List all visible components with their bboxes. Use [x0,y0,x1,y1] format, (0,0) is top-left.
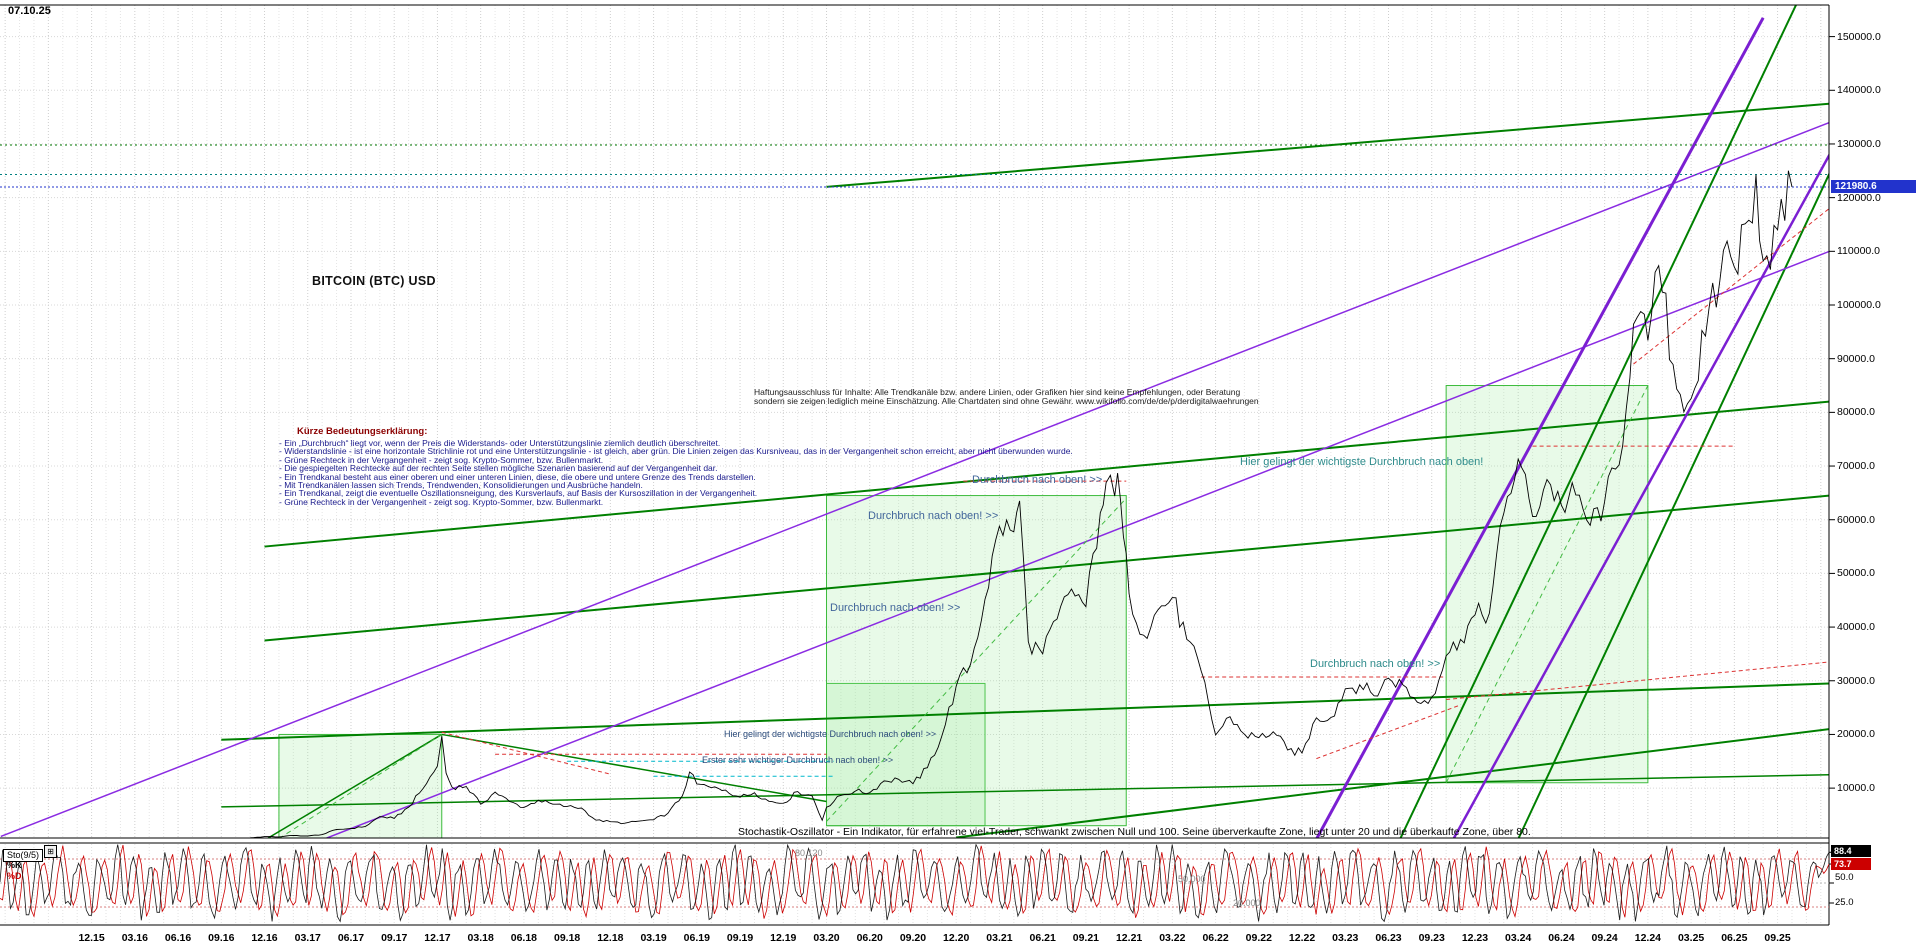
x-axis-label: 03.17 [294,932,321,944]
stoch-d-label: %D [7,871,22,881]
oscillator-inline-label: 20.000 [1233,898,1261,908]
chart-annotation: Durchbruch nach oben! >> [972,474,1103,486]
legend-explanation-title: Kürze Bedeutungserklärung: [297,426,428,437]
legend-explanation-lines: - Ein „Durchbruch“ liegt vor, wenn der P… [279,438,1073,507]
x-axis-label: 03.18 [467,932,494,944]
chart-annotation: Hier gelingt der wichtigste Durchbruch n… [1240,456,1484,468]
x-axis-label: 12.21 [1115,932,1143,944]
x-axis-label: 06.24 [1548,932,1575,944]
oscillator-legend: Sto(9/5) ⊞ [3,845,58,863]
disclaimer-line-1: Haftungsausschluss für Inhalte: Alle Tre… [754,387,1241,397]
y-axis-label: 30000.0 [1837,674,1875,687]
stoch-d-value: 73.7 [1831,858,1871,870]
x-axis-label: 09.17 [381,932,408,944]
x-axis-label: 12.16 [251,932,278,944]
legend-explanation-line: - Ein „Durchbruch“ liegt vor, wenn der P… [279,438,721,448]
chart-annotation: Durchbruch nach oben! >> [1310,658,1441,670]
y-axis-label: 40000.0 [1837,621,1875,634]
y-axis-label: 70000.0 [1837,460,1875,473]
y-axis-label: 150000.0 [1837,30,1881,43]
x-axis-label: 09.22 [1245,932,1272,944]
x-axis-label: 06.20 [856,932,883,944]
oscillator-settings-icon[interactable]: ⊞ [44,845,58,858]
x-axis-label: 03.19 [640,932,667,944]
disclaimer: Haftungsausschluss für Inhalte: Alle Tre… [754,388,1259,406]
disclaimer-line-2: sondern sie zeigen lediglich meine Einsc… [754,395,1259,406]
chart-annotation: Erster sehr wichtiger Durchbruch nach ob… [702,755,894,765]
x-axis-label: 09.21 [1072,932,1100,944]
x-axis-label: 06.25 [1721,932,1748,944]
x-axis-label: 09.24 [1591,932,1618,944]
y-axis-label: 130000.0 [1837,137,1881,150]
chart-annotation: Hier gelingt der wichtigste Durchbruch n… [724,729,937,739]
x-axis-label: 03.20 [813,932,840,944]
last-price-tag: 121980.6 [1831,180,1916,193]
x-axis-label: 12.15 [78,932,105,944]
oscillator-inline-label: 80.120 [795,848,823,858]
x-axis-label: 09.16 [208,932,235,944]
x-axis-label: 09.18 [553,932,581,944]
x-axis-label: 06.22 [1202,932,1229,944]
y-axis-label: 100000.0 [1837,299,1881,311]
x-axis-label: 06.17 [337,932,365,944]
x-axis-label: 12.20 [943,932,970,944]
stoch-scale-label-50: 50.0 [1835,872,1854,883]
y-axis-label: 140000.0 [1837,84,1881,97]
y-axis-label: 20000.0 [1837,728,1875,741]
y-axis-label: 120000.0 [1837,191,1881,204]
oscillator-inline-label: 50.000 [1178,874,1206,884]
stoch-scale-label-25: 25.0 [1835,897,1854,908]
stoch-k-label: %K [7,860,22,870]
x-axis-label: 12.19 [770,932,797,944]
chart-annotation: Durchbruch nach oben! >> [830,602,961,614]
legend-explanation-line: - Widerstandslinie - ist eine horizontal… [279,446,1073,457]
y-axis-label: 90000.0 [1837,352,1875,365]
x-axis-label: 09.19 [726,932,754,944]
legend-explanation-line: - Ein Trendkanal besteht aus einer obere… [279,471,756,482]
x-axis-label: 03.23 [1332,932,1359,944]
symbol-label: BITCOIN (BTC) USD [312,274,436,288]
x-axis-label: 03.21 [986,932,1013,944]
x-axis-label: 03.25 [1677,932,1705,944]
oscillator-name: Sto(9/5) [3,849,44,862]
x-axis-label: 09.20 [899,932,927,944]
x-axis-label: 09.23 [1418,932,1445,944]
x-axis-label: 09.25 [1764,932,1791,944]
x-axis-label: 03.16 [121,932,148,944]
x-axis-label: 06.16 [164,932,192,944]
y-axis-label: 80000.0 [1837,406,1875,419]
chart-annotation: Durchbruch nach oben! >> [868,510,999,522]
legend-explanation-line: - Die gespiegelten Rechtecke auf der rec… [279,463,718,474]
legend-explanation-line: - Grüne Rechteck in der Vergangenheit - … [279,496,604,507]
y-axis-label: 110000.0 [1837,245,1881,258]
x-axis-label: 06.18 [510,932,538,944]
x-axis-label: 03.24 [1505,932,1532,944]
x-axis-label: 12.24 [1634,932,1662,944]
stoch-k-value: 88.4 [1831,845,1871,857]
date-label: 07.10.25 [8,5,51,17]
x-axis-label: 06.19 [683,932,710,944]
legend-explanation: Kürze Bedeutungserklärung: - Ein „Durchb… [279,426,1073,506]
y-axis-label: 10000.0 [1837,782,1875,795]
legend-explanation-line: - Ein Trendkanal, zeigt die eventuelle O… [279,488,758,499]
oscillator-description: Stochastik-Oszillator - Ein Indikator, f… [738,826,1531,838]
y-axis-label: 60000.0 [1837,513,1875,526]
x-axis-label: 12.23 [1461,932,1489,944]
legend-explanation-line: - Mit Trendkanälen lassen sich Trends, T… [279,480,643,491]
x-axis-label: 12.18 [597,932,624,944]
x-axis-label: 12.22 [1288,932,1316,944]
x-axis-label: 03.22 [1159,932,1186,944]
y-axis-label: 50000.0 [1837,567,1875,580]
x-axis-label: 06.21 [1029,932,1056,944]
x-axis-label: 06.23 [1375,932,1402,944]
x-axis-label: 12.17 [424,932,451,944]
legend-explanation-line: - Grüne Rechteck in der Vergangenheit - … [279,454,604,465]
